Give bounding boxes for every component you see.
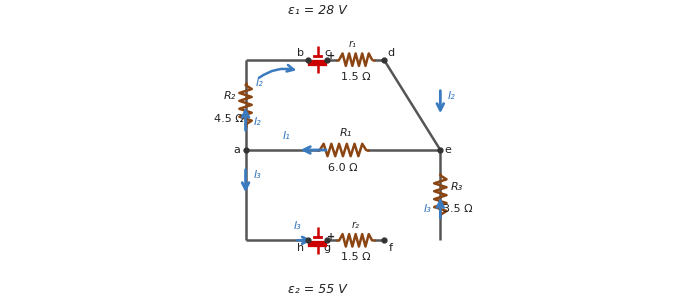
Text: I₂: I₂: [447, 91, 455, 101]
Text: 6.0 Ω: 6.0 Ω: [328, 163, 358, 173]
Text: b: b: [297, 48, 304, 58]
Text: R₁: R₁: [340, 128, 352, 138]
Text: a: a: [234, 145, 241, 155]
Text: ε₂ = 55 V: ε₂ = 55 V: [288, 283, 347, 296]
Text: I₁: I₁: [283, 131, 290, 141]
Text: 4.5 Ω: 4.5 Ω: [214, 114, 244, 124]
Text: e: e: [444, 145, 451, 155]
Text: d: d: [387, 48, 395, 58]
Text: h: h: [297, 243, 304, 253]
Text: r₁: r₁: [349, 39, 357, 49]
Text: R₂: R₂: [224, 92, 236, 101]
Text: c: c: [324, 48, 330, 58]
Text: f: f: [389, 243, 393, 253]
Text: I₃: I₃: [424, 204, 432, 214]
Text: I₃: I₃: [254, 170, 262, 180]
Text: I₂: I₂: [256, 79, 263, 88]
Text: 1.5 Ω: 1.5 Ω: [341, 252, 370, 262]
Text: 3.5 Ω: 3.5 Ω: [443, 204, 473, 214]
Text: +: +: [327, 51, 335, 61]
Text: ε₁ = 28 V: ε₁ = 28 V: [288, 4, 347, 17]
Text: I₂: I₂: [254, 117, 262, 127]
Text: g: g: [324, 243, 331, 253]
Text: r₂: r₂: [351, 220, 360, 230]
Text: I₃: I₃: [294, 221, 302, 231]
Text: R₃: R₃: [451, 182, 463, 192]
Text: 1.5 Ω: 1.5 Ω: [341, 72, 370, 82]
Text: +: +: [327, 232, 335, 242]
